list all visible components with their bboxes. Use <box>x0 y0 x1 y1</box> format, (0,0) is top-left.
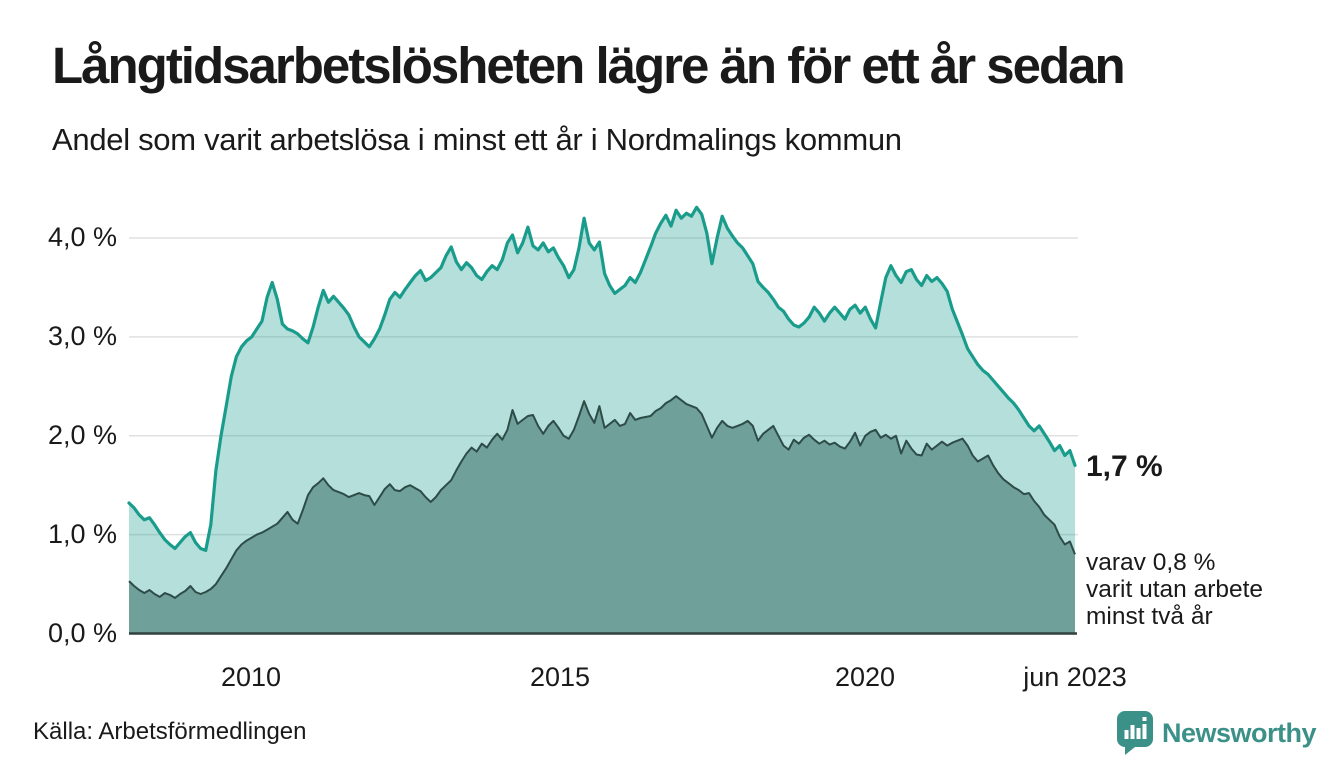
source-caption: Källa: Arbetsförmedlingen <box>33 718 307 745</box>
y-tick-label: 0,0 % <box>47 618 117 648</box>
y-tick-label: 2,0 % <box>47 420 117 450</box>
series-end-value-label: 1,7 % <box>1086 450 1163 483</box>
newsworthy-pin-barchart-icon <box>1117 711 1153 755</box>
newsworthy-logo-text: Newsworthy <box>1162 717 1317 748</box>
area-unemployed-2yr <box>129 396 1075 634</box>
y-tick-label: 4,0 % <box>47 222 117 252</box>
x-tick-label: 2020 <box>834 662 896 692</box>
x-tick-label: jun 2023 <box>1023 662 1127 692</box>
x-tick-label: 2010 <box>220 662 282 692</box>
line-unemployed-2yr <box>128 395 1076 599</box>
y-tick-label: 1,0 % <box>47 519 117 549</box>
page-title: Långtidsarbetslösheten lägre än för ett … <box>52 37 1126 94</box>
newsworthy-logo: Newsworthy <box>1117 711 1317 755</box>
series-end-sub-label: varav 0,8 % varit utan arbete minst två … <box>1086 549 1264 630</box>
x-tick-label: 2015 <box>529 662 591 692</box>
chart-subtitle: Andel som varit arbetslösa i minst ett å… <box>52 122 902 157</box>
gridlines <box>129 237 1078 536</box>
y-tick-label: 3,0 % <box>47 321 117 351</box>
line-unemployed-1yr <box>127 205 1077 552</box>
